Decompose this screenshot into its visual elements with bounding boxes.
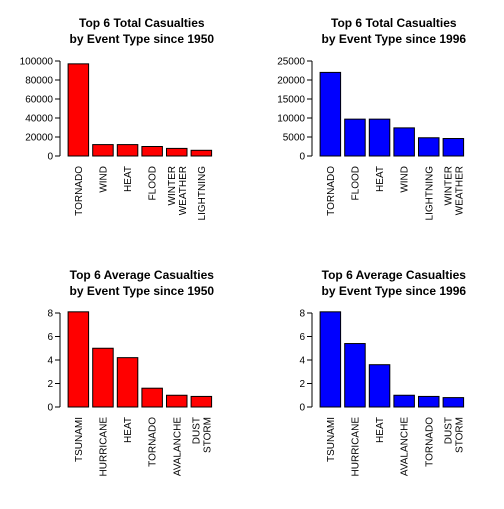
x-category-label: HURRICANE <box>350 417 361 477</box>
y-tick-label: 0 <box>299 403 305 414</box>
bar-heat <box>369 365 390 407</box>
chart-title-line-1: Top 6 Average Casualties <box>70 268 215 282</box>
bar-lightning <box>419 138 440 156</box>
bar-hurricane <box>93 348 114 407</box>
chart-title-line-1: Top 6 Average Casualties <box>322 268 467 282</box>
y-tick-label: 20000 <box>25 133 53 144</box>
bar-flood <box>345 119 366 156</box>
chart-panel-3: Top 6 Average Casualties by Event Type si… <box>47 268 214 476</box>
x-category-label: WIND <box>98 166 109 193</box>
x-category-label: AVALANCHE <box>400 417 411 476</box>
y-tick-label: 40000 <box>25 114 53 125</box>
bar-tornado <box>320 72 341 156</box>
x-category-label: FLOOD <box>148 166 159 200</box>
y-tick-label: 80000 <box>25 76 53 87</box>
bar-winter-weather <box>167 148 188 156</box>
bar-avalanche <box>167 395 188 407</box>
chart-panel-4: Top 6 Average Casualties by Event Type si… <box>299 268 466 476</box>
x-category-label: WINTER <box>167 166 178 205</box>
y-tick-label: 8 <box>299 309 305 320</box>
x-category-label: DUST <box>191 417 202 444</box>
bar-wind <box>93 145 114 156</box>
y-tick-label: 0 <box>47 152 53 163</box>
bar-heat <box>117 145 138 156</box>
x-category-label: LIGHTNING <box>197 166 208 221</box>
bar-tsunami <box>320 312 341 407</box>
bar-dust-storm <box>191 396 212 407</box>
y-tick-label: 4 <box>299 356 305 367</box>
x-category-label: TORNADO <box>74 166 85 216</box>
x-category-label: TORNADO <box>148 417 159 467</box>
chart-title-line-2: by Event Type since 1996 <box>322 284 467 298</box>
bar-flood <box>142 147 163 157</box>
bar-wind <box>394 128 415 156</box>
x-category-label: WEATHER <box>454 166 465 215</box>
y-tick-label: 0 <box>299 152 305 163</box>
chart-title-line-2: by Event Type since 1950 <box>70 32 215 46</box>
y-tick-label: 2 <box>47 379 53 390</box>
y-tick-label: 8 <box>47 309 53 320</box>
y-tick-label: 10000 <box>277 114 305 125</box>
y-tick-label: 60000 <box>25 95 53 106</box>
bar-heat <box>369 119 390 156</box>
y-tick-label: 5000 <box>283 133 306 144</box>
y-tick-label: 2 <box>299 379 305 390</box>
x-category-label: AVALANCHE <box>172 417 183 476</box>
bar-avalanche <box>394 395 415 407</box>
x-category-label: WINTER <box>443 166 454 205</box>
chart-title-line-2: by Event Type since 1950 <box>70 284 215 298</box>
bar-tsunami <box>68 312 89 407</box>
y-tick-label: 20000 <box>277 76 305 87</box>
chart-title-line-2: by Event Type since 1996 <box>322 32 467 46</box>
x-category-label: TSUNAMI <box>74 417 85 462</box>
x-category-label: HEAT <box>123 166 134 192</box>
x-category-label: HEAT <box>375 166 386 192</box>
y-tick-label: 6 <box>299 332 305 343</box>
x-category-label: STORM <box>202 417 213 453</box>
x-category-label: TORNADO <box>424 417 435 467</box>
x-category-label: HEAT <box>123 417 134 443</box>
x-category-label: HURRICANE <box>98 417 109 477</box>
x-category-label: WEATHER <box>178 166 189 215</box>
chart-title-line-1: Top 6 Total Casualties <box>79 16 205 30</box>
chart-panel-1: Top 6 Total Casualties by Event Type sinc… <box>20 16 215 220</box>
bar-hurricane <box>345 344 366 407</box>
x-category-label: FLOOD <box>350 166 361 200</box>
x-category-label: HEAT <box>375 417 386 443</box>
bar-winter-weather <box>443 139 464 156</box>
chart-title-line-1: Top 6 Total Casualties <box>331 16 457 30</box>
x-category-label: TSUNAMI <box>326 417 337 462</box>
y-tick-label: 25000 <box>277 57 305 68</box>
bar-dust-storm <box>443 398 464 407</box>
y-tick-label: 15000 <box>277 95 305 106</box>
x-category-label: STORM <box>454 417 465 453</box>
bar-tornado <box>142 388 163 407</box>
bar-lightning <box>191 150 212 156</box>
y-tick-label: 4 <box>47 356 53 367</box>
x-category-label: DUST <box>443 417 454 444</box>
bar-heat <box>117 358 138 407</box>
x-category-label: WIND <box>400 166 411 193</box>
x-category-label: TORNADO <box>326 166 337 216</box>
y-tick-label: 100000 <box>20 57 54 68</box>
bar-tornado <box>419 396 440 407</box>
x-category-label: LIGHTNING <box>424 166 435 221</box>
bar-tornado <box>68 64 89 156</box>
y-tick-label: 6 <box>47 332 53 343</box>
y-tick-label: 0 <box>47 403 53 414</box>
chart-panel-2: Top 6 Total Casualties by Event Type sinc… <box>277 16 466 220</box>
